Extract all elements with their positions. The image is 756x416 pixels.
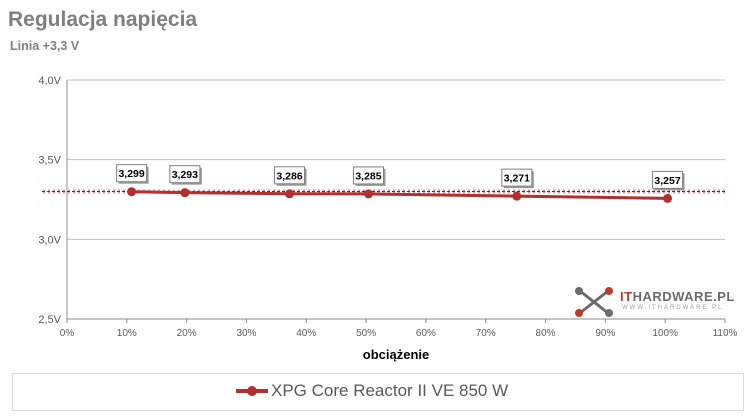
data-label-box [116,164,148,183]
data-label: 3,271 [501,168,534,189]
cross-cables-icon [575,287,613,317]
data-point [363,189,373,199]
x-tick-label: 80% [536,328,556,339]
x-tick-label: 100% [652,328,678,339]
data-label-text: 3,285 [355,170,381,182]
x-tick-label: 90% [595,328,615,339]
data-point [512,191,522,201]
x-axis-title: obciążenie [363,347,429,362]
x-tick-label: 110% [713,328,738,339]
data-label: 3,293 [169,165,202,185]
data-label: 3,257 [652,170,685,191]
chart-subtitle: Linia +3,3 V [10,39,80,53]
data-label-text: 3,299 [118,168,144,180]
x-tick-label: 50% [356,328,376,339]
legend: XPG Core Reactor II VE 850 W [12,373,744,411]
y-tick-label: 2,5V [38,314,61,326]
data-label-text: 3,293 [172,169,198,181]
data-point [663,193,673,203]
legend-item: XPG Core Reactor II VE 850 W [235,381,508,401]
x-tick-label: 20% [177,328,197,339]
logo-text: ITHARDWARE.PL [620,289,735,304]
series-line [131,190,668,200]
data-label-box [352,166,384,185]
data-label-text: 3,271 [504,173,530,185]
data-label: 3,285 [352,166,386,186]
x-tick-label: 0% [60,328,75,339]
x-tick-label: 40% [296,328,316,339]
data-label-text: 3,257 [654,175,680,187]
data-label-box [652,170,684,189]
data-point [127,187,137,197]
x-tick-label: 30% [236,328,256,339]
ithardware-logo: ITHARDWARE.PL WWW.ITHARDWARE.PL [574,287,734,317]
data-label: 3,299 [116,164,149,184]
data-label-box [274,166,306,185]
y-tick-label: 3,5V [38,155,61,167]
y-tick-label: 4,0V [38,75,61,87]
legend-label: XPG Core Reactor II VE 850 W [271,381,509,400]
line-chart: 2,5V 3,0V 3,5V 4,0V 0% 10% 20% 30% 40% 50% 60% 70% 8… [38,75,738,362]
x-tick-label: 10% [117,328,137,339]
chart-title: Regulacja napięcia [8,8,198,31]
data-label: 3,286 [274,166,307,186]
y-tick-label: 3,0V [38,234,61,246]
data-label-text: 3,286 [276,170,302,182]
legend-swatch [236,386,268,396]
data-point [180,188,190,198]
logo-url: WWW.ITHARDWARE.PL [622,305,724,311]
data-label-box [169,165,201,184]
data-label-box [501,168,533,187]
data-point [285,189,295,199]
x-tick-label: 60% [416,328,436,339]
x-tick-label: 70% [476,328,496,339]
